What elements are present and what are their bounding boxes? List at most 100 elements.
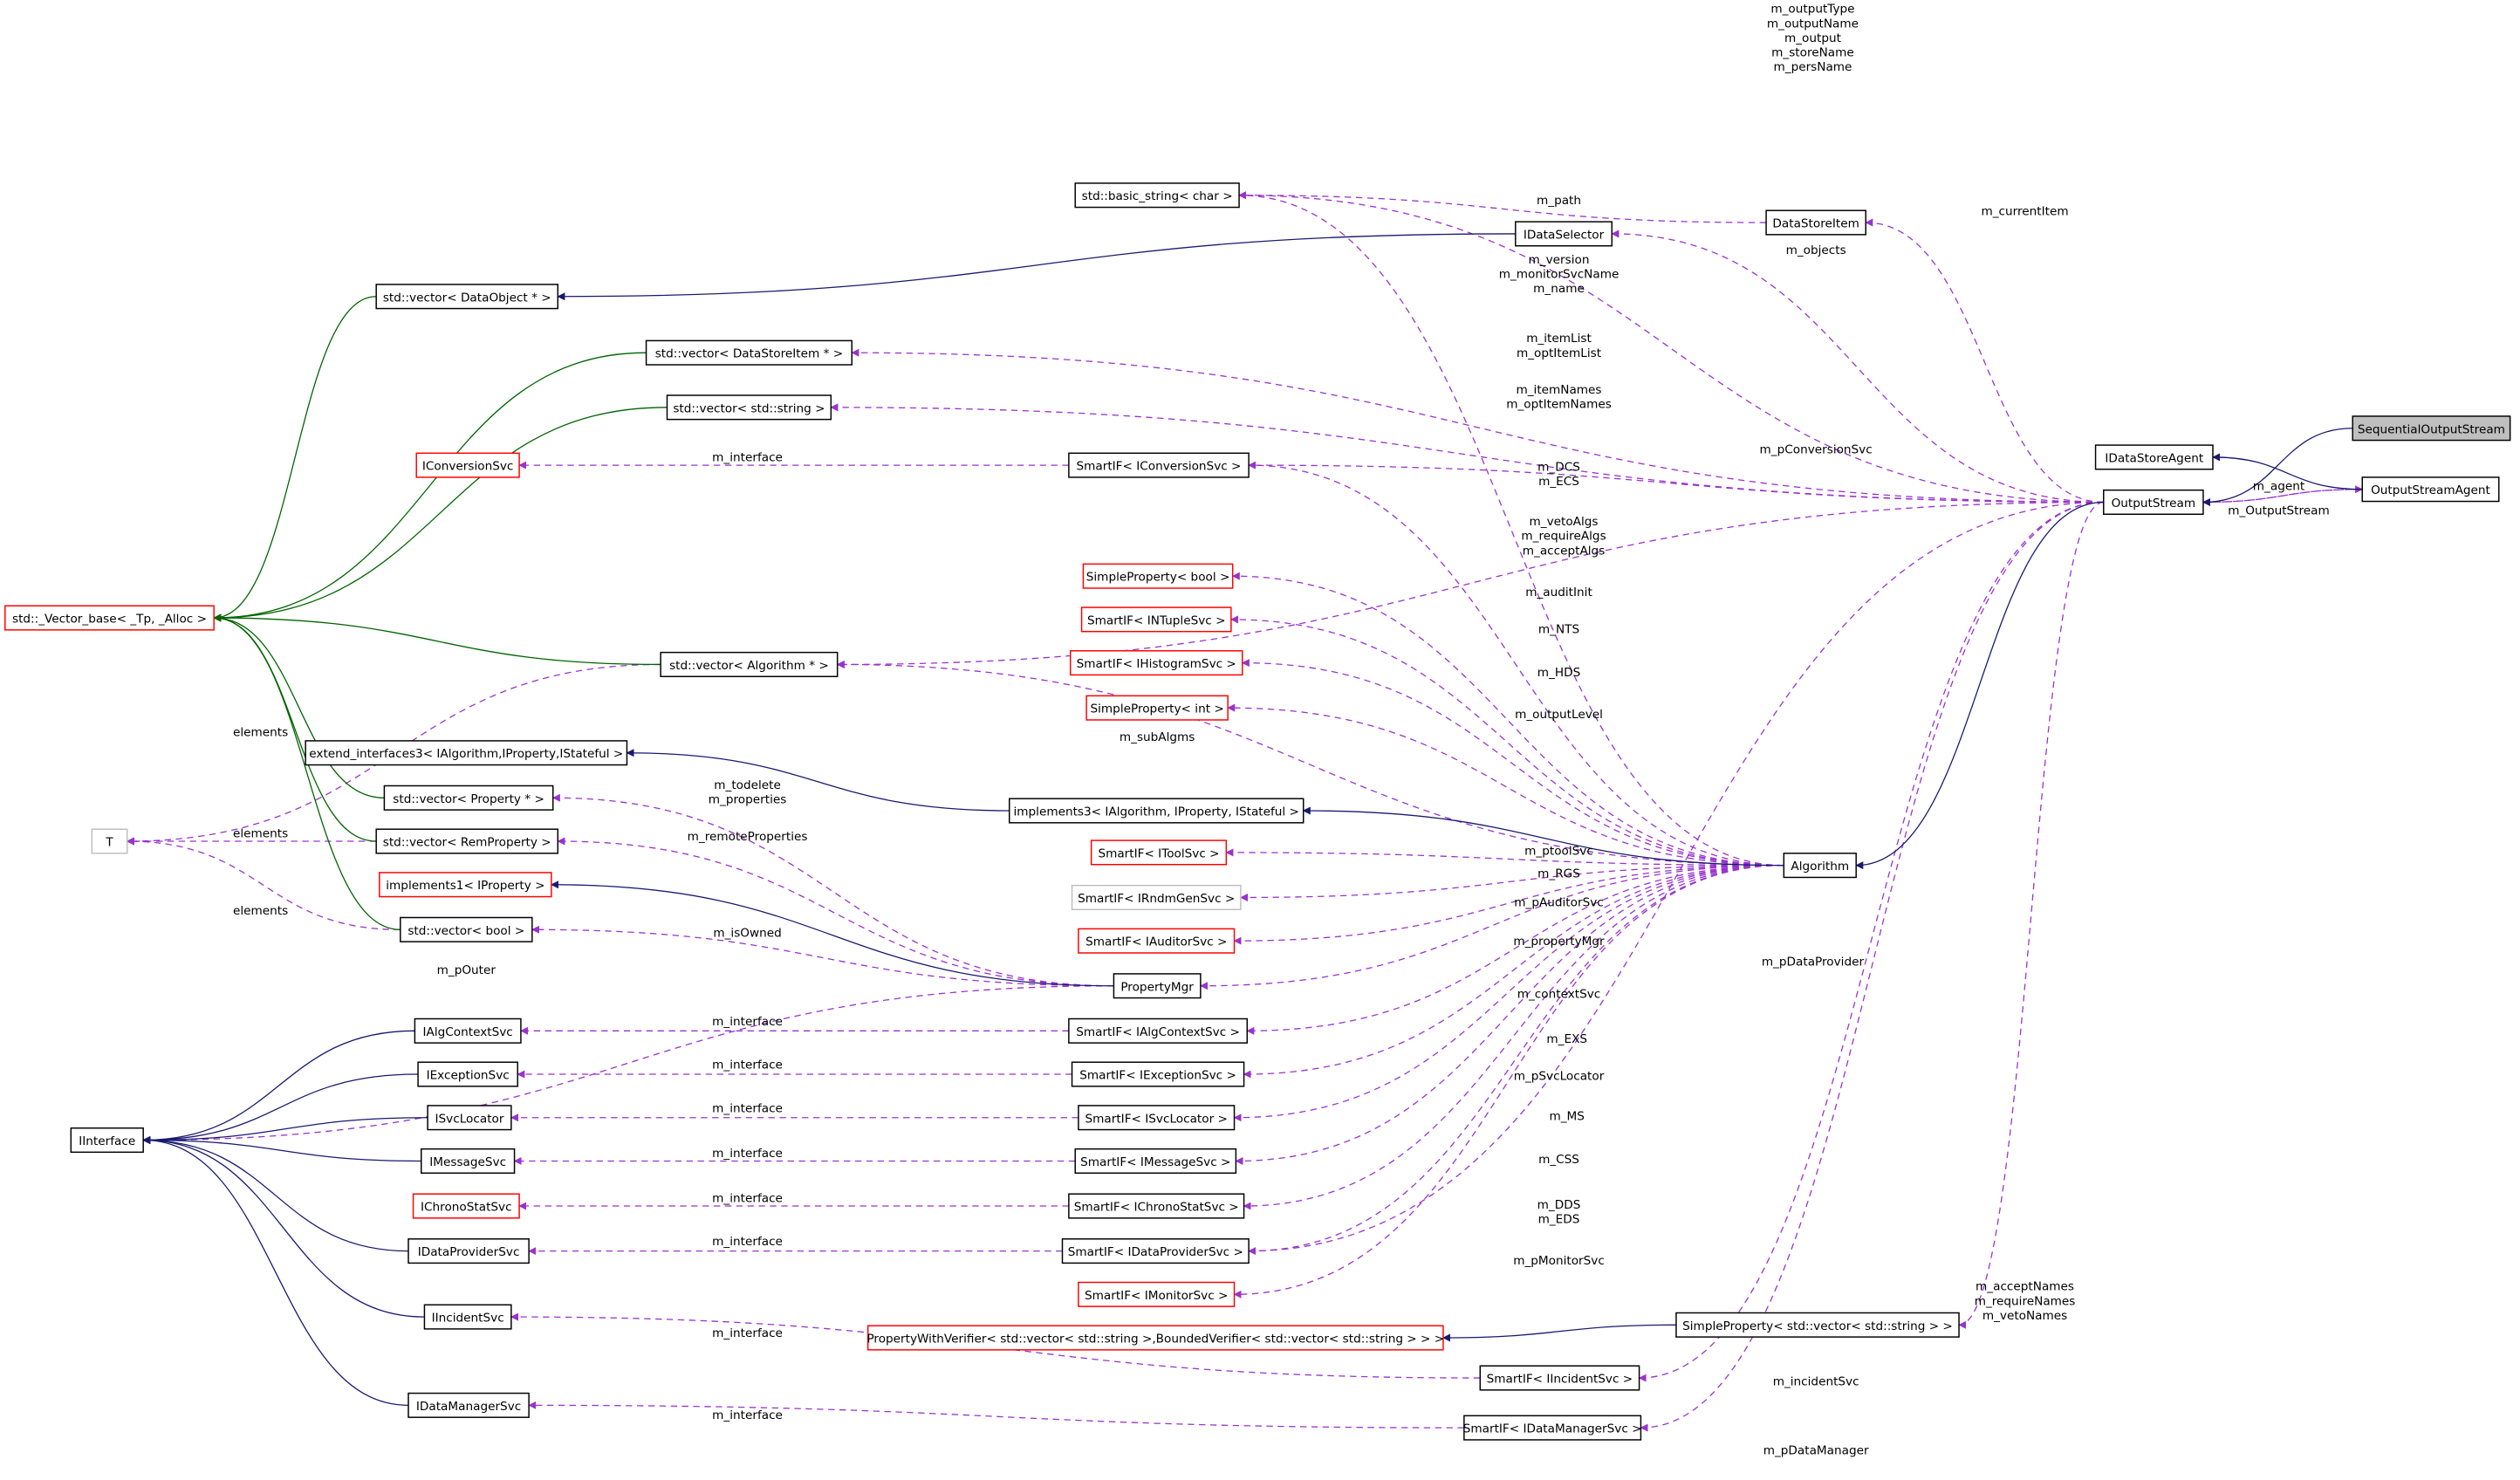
class-node-label[interactable]: std::_Vector_base< _Tp, _Alloc >: [12, 613, 207, 627]
class-node-idataprovidersvc[interactable]: IDataProviderSvc: [407, 1238, 530, 1264]
class-node-vector-base[interactable]: std::_Vector_base< _Tp, _Alloc >: [4, 605, 215, 631]
class-node-label[interactable]: std::vector< bool >: [407, 924, 524, 938]
class-node-outputstream[interactable]: OutputStream: [2103, 489, 2204, 516]
class-node-box[interactable]: [407, 1238, 530, 1264]
class-node-si-itoolsvc[interactable]: SmartIF< IToolSvc >: [1090, 839, 1228, 866]
class-node-label[interactable]: std::vector< Property * >: [393, 792, 544, 806]
class-node-label[interactable]: SmartIF< ISvcLocator >: [1085, 1112, 1228, 1126]
class-node-label[interactable]: T: [105, 836, 113, 850]
class-node-sequentialoutputstream[interactable]: SequentialOutputStream: [2352, 415, 2511, 442]
class-node-box[interactable]: [1113, 973, 1202, 999]
class-node-label[interactable]: IChronoStatSvc: [421, 1201, 512, 1215]
class-node-box[interactable]: [414, 1018, 522, 1044]
class-node-label[interactable]: IExceptionSvc: [427, 1069, 510, 1083]
class-node-vec-bool[interactable]: std::vector< bool >: [400, 916, 533, 942]
class-node-label[interactable]: implements1< IProperty >: [386, 879, 544, 893]
class-node-vec-string[interactable]: std::vector< std::string >: [666, 394, 832, 421]
class-node-propertymgr[interactable]: PropertyMgr: [1113, 973, 1202, 999]
class-node-datastoreitem[interactable]: DataStoreItem: [1765, 209, 1866, 236]
class-node-label[interactable]: OutputStreamAgent: [2371, 483, 2490, 497]
class-node-sp-int[interactable]: SimpleProperty< int >: [1085, 695, 1229, 721]
class-node-box[interactable]: [1515, 221, 1613, 247]
class-node-label[interactable]: SmartIF< IAlgContextSvc >: [1076, 1025, 1240, 1039]
class-node-si-ichronostatsvc[interactable]: SmartIF< IChronoStatSvc >: [1068, 1193, 1245, 1219]
class-node-label[interactable]: implements3< IAlgorithm, IProperty, ISta…: [1014, 805, 1299, 819]
class-node-box[interactable]: [415, 452, 520, 478]
class-node-box[interactable]: [1069, 650, 1243, 676]
class-node-label[interactable]: SmartIF< IExceptionSvc >: [1079, 1069, 1236, 1083]
class-node-box[interactable]: [407, 1392, 530, 1418]
class-node-box[interactable]: [660, 651, 839, 677]
class-node-box[interactable]: [412, 1193, 520, 1219]
class-node-box[interactable]: [1090, 839, 1228, 866]
class-node-label[interactable]: SmartIF< IRndmGenSvc >: [1078, 892, 1235, 906]
class-node-label[interactable]: std::vector< std::string >: [673, 401, 825, 415]
class-node-box[interactable]: [423, 1304, 512, 1330]
class-node-box[interactable]: [1078, 928, 1236, 954]
class-node-box[interactable]: [1085, 695, 1229, 721]
class-node-si-ihistogramsvc[interactable]: SmartIF< IHistogramSvc >: [1069, 650, 1243, 676]
class-node-label[interactable]: IConversionSvc: [422, 460, 513, 474]
class-node-label[interactable]: SmartIF< IDataManagerSvc >: [1463, 1422, 1642, 1436]
class-node-label[interactable]: extend_interfaces3< IAlgorithm,IProperty…: [309, 747, 623, 761]
class-node-vec-property[interactable]: std::vector< Property * >: [383, 785, 554, 811]
class-node-box[interactable]: [1783, 853, 1857, 879]
class-node-box[interactable]: [1675, 1312, 1960, 1338]
class-node-label[interactable]: SmartIF< IChronoStatSvc >: [1074, 1201, 1239, 1215]
class-node-ichronostatsvc[interactable]: IChronoStatSvc: [412, 1193, 520, 1219]
class-node-propertywithverifier[interactable]: PropertyWithVerifier< std::vector< std::…: [866, 1325, 1444, 1351]
class-node-extend-interfaces3[interactable]: extend_interfaces3< IAlgorithm,IProperty…: [305, 740, 628, 766]
class-node-idatastoreagent[interactable]: IDataStoreAgent: [2094, 444, 2214, 470]
class-node-implements3[interactable]: implements3< IAlgorithm, IProperty, ISta…: [1008, 798, 1305, 824]
class-node-label[interactable]: DataStoreItem: [1772, 217, 1859, 231]
class-node-iexceptionsvc[interactable]: IExceptionSvc: [417, 1061, 518, 1087]
class-node-label[interactable]: Algorithm: [1791, 860, 1849, 874]
class-node-box[interactable]: [1463, 1415, 1642, 1441]
class-node-box[interactable]: [2103, 489, 2204, 516]
class-node-box[interactable]: [305, 740, 628, 766]
class-node-box[interactable]: [383, 785, 554, 811]
class-node-box[interactable]: [1074, 182, 1240, 209]
class-node-box[interactable]: [2094, 444, 2214, 470]
class-node-iinterface[interactable]: IInterface: [70, 1127, 144, 1154]
class-node-si-iincidentsvc[interactable]: SmartIF< IIncidentSvc >: [1479, 1365, 1640, 1391]
class-node-box[interactable]: [1071, 884, 1242, 911]
class-node-label[interactable]: SimpleProperty< int >: [1091, 702, 1224, 716]
class-node-box[interactable]: [2361, 476, 2500, 503]
class-node-label[interactable]: IDataSelector: [1524, 228, 1605, 242]
class-node-box[interactable]: [1080, 606, 1232, 633]
class-node-box[interactable]: [375, 828, 559, 854]
class-node-iconversionsvc[interactable]: IConversionSvc: [415, 452, 520, 478]
class-node-label[interactable]: SimpleProperty< std::vector< std::string…: [1682, 1319, 1953, 1333]
class-node-label[interactable]: IDataManagerSvc: [416, 1400, 521, 1414]
class-node-box[interactable]: [866, 1325, 1444, 1351]
class-node-box[interactable]: [375, 284, 559, 310]
class-node-box[interactable]: [1068, 1193, 1245, 1219]
class-node-label[interactable]: SmartIF< IAuditorSvc >: [1085, 935, 1227, 949]
class-node-vec-algorithm[interactable]: std::vector< Algorithm * >: [660, 651, 839, 677]
class-node-idataselector[interactable]: IDataSelector: [1515, 221, 1613, 247]
class-node-label[interactable]: IAlgContextSvc: [423, 1025, 513, 1039]
class-node-label[interactable]: SmartIF< IHistogramSvc >: [1077, 657, 1236, 671]
class-node-box[interactable]: [1061, 1238, 1250, 1264]
class-node-algorithm[interactable]: Algorithm: [1783, 853, 1857, 879]
class-node-box[interactable]: [421, 1148, 516, 1175]
class-node-si-ialgcontextsvc[interactable]: SmartIF< IAlgContextSvc >: [1068, 1018, 1249, 1044]
class-node-label[interactable]: std::vector< DataStoreItem * >: [655, 347, 843, 361]
class-node-label[interactable]: IIncidentSvc: [432, 1312, 504, 1326]
class-node-si-idatamanagersvc[interactable]: SmartIF< IDataManagerSvc >: [1463, 1415, 1642, 1441]
class-node-label[interactable]: SequentialOutputStream: [2358, 422, 2505, 436]
class-node-box[interactable]: [1078, 1281, 1236, 1307]
class-node-label[interactable]: SmartIF< IDataProviderSvc >: [1068, 1245, 1243, 1259]
class-node-si-iauditorsvc[interactable]: SmartIF< IAuditorSvc >: [1078, 928, 1236, 954]
class-node-box[interactable]: [91, 828, 128, 854]
class-node-sp-vec-string[interactable]: SimpleProperty< std::vector< std::string…: [1675, 1312, 1960, 1338]
class-node-imessagesvc[interactable]: IMessageSvc: [421, 1148, 516, 1175]
class-node-label[interactable]: SmartIF< IIncidentSvc >: [1487, 1373, 1633, 1387]
class-node-box[interactable]: [70, 1127, 144, 1154]
class-node-basic-string[interactable]: std::basic_string< char >: [1074, 182, 1240, 209]
class-node-label[interactable]: IDataProviderSvc: [418, 1245, 520, 1259]
class-node-label[interactable]: std::vector< Algorithm * >: [669, 659, 829, 673]
class-node-label[interactable]: SmartIF< IMonitorSvc >: [1085, 1289, 1228, 1303]
class-node-box[interactable]: [1765, 209, 1866, 236]
